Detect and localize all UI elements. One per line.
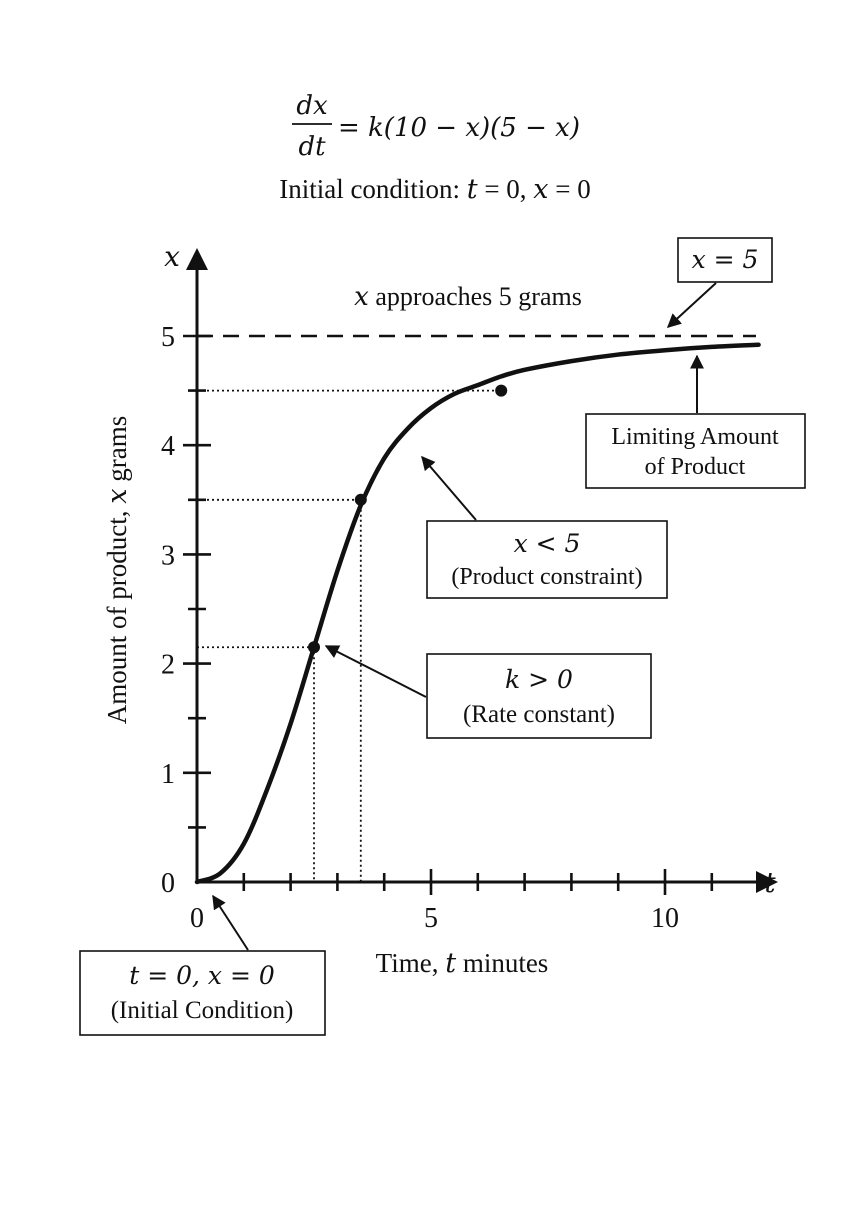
x-axis-arrowhead	[756, 871, 778, 893]
constraint-line1: x < 5	[514, 529, 581, 558]
y-tick-label: 1	[161, 759, 175, 790]
x-axis-title-prefix: Time,	[376, 948, 446, 978]
y-tick-label: 5	[161, 322, 175, 353]
y-tick-label: 2	[161, 650, 175, 681]
data-point	[354, 493, 367, 506]
data-point	[308, 641, 320, 654]
y-axis-arrowhead	[186, 248, 208, 270]
initial-condition-prefix: Initial condition:	[279, 174, 466, 204]
axes: 0 5 10 0 1 2 3 4 5	[161, 248, 778, 934]
approaches-var: x	[354, 282, 369, 312]
asymptote-label-box: x = 5	[677, 237, 773, 283]
initial-condition-t-value: = 0,	[478, 174, 534, 204]
x-axis-title-suffix: minutes	[456, 948, 548, 978]
data-point	[495, 384, 508, 397]
rate-line2: (Rate constant)	[463, 701, 615, 728]
dotted-guides	[197, 389, 502, 882]
x-tick-label: 0	[190, 903, 204, 934]
equation-numerator: dx	[296, 91, 328, 121]
y-axis-title-var: x	[102, 489, 133, 504]
limiting-line1: Limiting Amount	[611, 424, 779, 450]
initial-condition-x-value: = 0	[549, 174, 591, 204]
constraint-line2: (Product constraint)	[451, 564, 642, 590]
initial-line1: t = 0, x = 0	[129, 961, 275, 990]
y-tick-label: 0	[161, 868, 175, 899]
y-axis-title-suffix: grams	[102, 416, 132, 489]
approaches-label: x approaches 5 grams	[354, 282, 582, 312]
limiting-amount-box: Limiting Amount of Product	[585, 413, 806, 489]
y-axis-title: Amount of product, x grams	[102, 416, 133, 724]
x-axis-title-var: t	[445, 948, 456, 979]
asymptote-arrow	[666, 282, 717, 328]
initial-arrow	[212, 894, 249, 951]
series-curve	[194, 342, 761, 885]
x-axis-var: t	[764, 866, 776, 899]
y-tick-label: 3	[161, 540, 175, 571]
initial-line2: (Initial Condition)	[111, 997, 294, 1024]
rate-line1: k > 0	[505, 665, 573, 694]
limiting-line2: of Product	[645, 454, 746, 480]
initial-condition-header: Initial condition: t = 0, x = 0	[279, 174, 591, 205]
initial-condition-x: x	[533, 174, 548, 205]
equation-denominator: dt	[298, 132, 326, 162]
y-tick-label: 4	[161, 431, 175, 462]
x-tick-label: 10	[651, 903, 679, 934]
y-axis-title-prefix: Amount of product,	[102, 504, 132, 724]
initial-condition-t: t	[467, 174, 478, 205]
y-axis-var: x	[164, 240, 180, 273]
product-constraint-box: x < 5 (Product constraint)	[426, 520, 668, 599]
initial-condition-box: t = 0, x = 0 (Initial Condition)	[79, 950, 326, 1036]
asymptote-label: x = 5	[692, 245, 759, 274]
x-axis-title: Time, t minutes	[376, 948, 549, 979]
x-tick-label: 5	[424, 903, 438, 934]
highlighted-points	[308, 384, 508, 654]
approaches-text: approaches 5 grams	[369, 282, 582, 311]
rate-arrow	[324, 645, 427, 698]
rate-constant-box: k > 0 (Rate constant)	[426, 653, 652, 739]
equation: dx dt = k(10 − x)(5 − x)	[292, 91, 580, 162]
constraint-arrow	[421, 455, 477, 521]
equation-rhs: = k(10 − x)(5 − x)	[338, 113, 580, 143]
